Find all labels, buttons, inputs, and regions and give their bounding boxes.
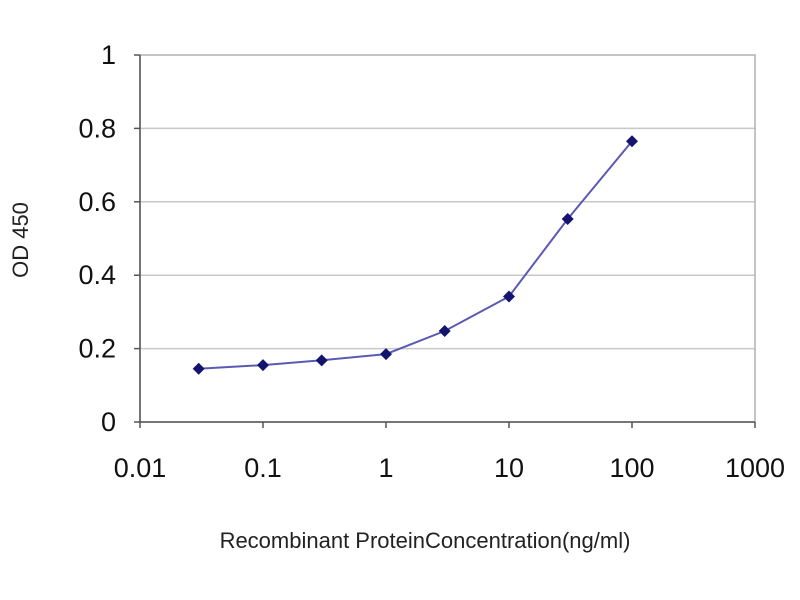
data-point — [438, 324, 451, 337]
y-tick-label: 0.4 — [78, 260, 116, 290]
y-tick-label: 0.2 — [78, 334, 116, 364]
x-tick-label: 0.1 — [244, 453, 282, 483]
x-tick-labels: 0.01 0.1 1 10 100 1000 — [114, 453, 785, 483]
data-point — [257, 359, 269, 372]
x-tick-label: 0.01 — [114, 453, 167, 483]
y-tick-label: 0.8 — [78, 113, 116, 143]
data-point — [503, 290, 515, 303]
data-series — [192, 135, 638, 375]
data-point — [380, 348, 392, 361]
grid-lines — [140, 127, 755, 350]
y-tick-label: 0 — [101, 407, 116, 437]
data-point — [626, 135, 638, 148]
x-tick-label: 1 — [378, 453, 393, 483]
y-tick-labels: 0 0.2 0.4 0.6 0.8 1 — [78, 40, 116, 437]
y-tick-label: 1 — [101, 40, 116, 70]
series-line — [198, 140, 633, 370]
data-point — [315, 354, 328, 367]
x-tick-label: 1000 — [725, 453, 785, 483]
y-axis-label: OD 450 — [8, 202, 33, 278]
axes — [134, 54, 756, 428]
y-tick-label: 0.6 — [78, 187, 116, 217]
x-tick-label: 100 — [609, 453, 654, 483]
data-point — [561, 213, 574, 226]
x-axis-label: Recombinant ProteinConcentration(ng/ml) — [220, 528, 631, 553]
data-point — [192, 362, 205, 375]
x-tick-label: 10 — [494, 453, 524, 483]
